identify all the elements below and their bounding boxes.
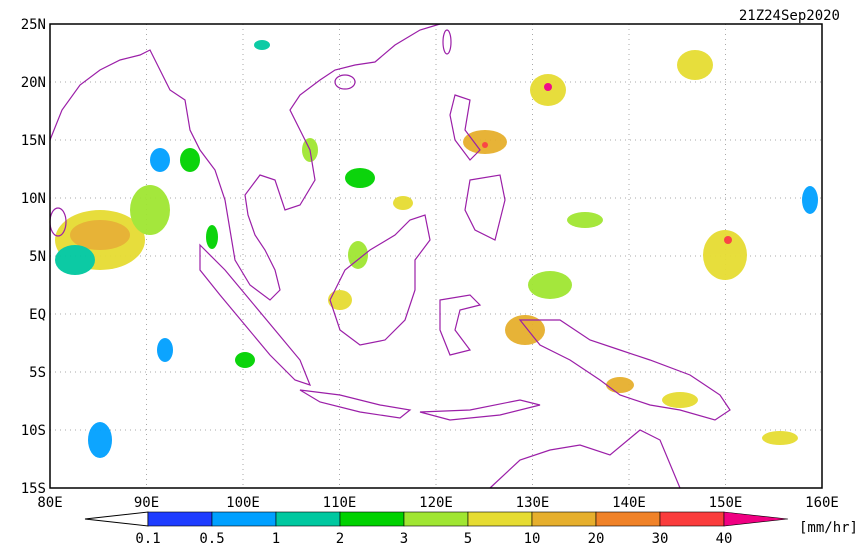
rain-area xyxy=(235,352,255,368)
rain-area xyxy=(157,338,173,362)
rain-area xyxy=(55,245,95,275)
lon-label: 80E xyxy=(37,495,62,511)
colorbar-label: 5 xyxy=(464,531,472,544)
lon-label: 140E xyxy=(612,495,646,511)
coastline xyxy=(442,29,452,55)
colorbar-segment xyxy=(339,511,405,527)
lat-label: 15N xyxy=(21,133,46,149)
coastline xyxy=(464,174,506,241)
map-frame xyxy=(49,23,823,489)
colorbar-segment xyxy=(531,511,597,527)
rain-area xyxy=(254,40,270,50)
precipitation xyxy=(55,40,818,458)
lat-label: EQ xyxy=(29,307,46,323)
rain-area xyxy=(662,392,698,408)
map-title: 21Z24Sep2020 xyxy=(739,8,840,24)
lat-label: 5N xyxy=(29,249,46,265)
rain-area xyxy=(88,422,112,458)
rain-area xyxy=(206,225,218,249)
rain-area xyxy=(482,142,488,148)
colorbar-label: 20 xyxy=(588,531,605,544)
grid xyxy=(50,24,822,488)
coastline xyxy=(49,23,441,301)
coastline xyxy=(199,243,312,386)
rain-area xyxy=(544,83,552,91)
colorbar-label: 0.5 xyxy=(199,531,224,544)
rain-area xyxy=(606,377,634,393)
rain-area xyxy=(677,50,713,80)
lon-label: 120E xyxy=(419,495,453,511)
colorbar-label: 10 xyxy=(524,531,541,544)
rain-area xyxy=(345,168,375,188)
rain-area xyxy=(130,185,170,235)
rain-area xyxy=(802,186,818,214)
lat-label: 15S xyxy=(21,481,46,497)
colorbar-triangle xyxy=(723,511,789,527)
coastline xyxy=(334,74,356,90)
rain-area xyxy=(505,315,545,345)
rain-area xyxy=(348,241,368,269)
colorbar: 0.1 0.5 1 2 3 5 10 20 30 40 xyxy=(84,511,789,544)
lon-label: 110E xyxy=(323,495,357,511)
lon-label: 130E xyxy=(516,495,550,511)
lat-label: 20N xyxy=(21,75,46,91)
coastline xyxy=(439,294,482,356)
colorbar-segment xyxy=(467,511,533,527)
colorbar-segment xyxy=(147,511,213,527)
coastline xyxy=(329,214,431,346)
lat-label: 10N xyxy=(21,191,46,207)
lat-label: 25N xyxy=(21,17,46,33)
coastline xyxy=(489,429,681,489)
lat-label: 5S xyxy=(29,365,46,381)
lon-label: 160E xyxy=(805,495,839,511)
lon-label: 90E xyxy=(134,495,159,511)
rain-area xyxy=(180,148,200,172)
coastline xyxy=(449,94,481,161)
colorbar-unit: [mm/hr] xyxy=(799,520,858,536)
colorbar-label: 3 xyxy=(400,531,408,544)
rain-area xyxy=(70,220,130,250)
colorbar-label: 30 xyxy=(652,531,669,544)
colorbar-segment xyxy=(659,511,725,527)
coastlines xyxy=(49,23,731,489)
colorbar-label: 1 xyxy=(272,531,280,544)
lon-label: 150E xyxy=(709,495,743,511)
rain-area xyxy=(724,236,732,244)
rain-area xyxy=(328,290,352,310)
rain-area xyxy=(393,196,413,210)
colorbar-segment xyxy=(403,511,469,527)
colorbar-label: 2 xyxy=(336,531,344,544)
colorbar-segment xyxy=(275,511,341,527)
lat-label: 10S xyxy=(21,423,46,439)
coastline xyxy=(419,399,541,421)
coastline xyxy=(299,389,412,419)
rain-area xyxy=(567,212,603,228)
colorbar-triangle xyxy=(84,511,149,527)
rain-area xyxy=(150,148,170,172)
rain-area xyxy=(762,431,798,445)
rain-area xyxy=(528,271,572,299)
colorbar-segment xyxy=(595,511,661,527)
colorbar-label: 0.1 xyxy=(135,531,160,544)
rain-area xyxy=(703,230,747,280)
lon-label: 100E xyxy=(226,495,260,511)
colorbar-segment xyxy=(211,511,277,527)
coastline xyxy=(518,319,731,421)
colorbar-label: 40 xyxy=(716,531,733,544)
